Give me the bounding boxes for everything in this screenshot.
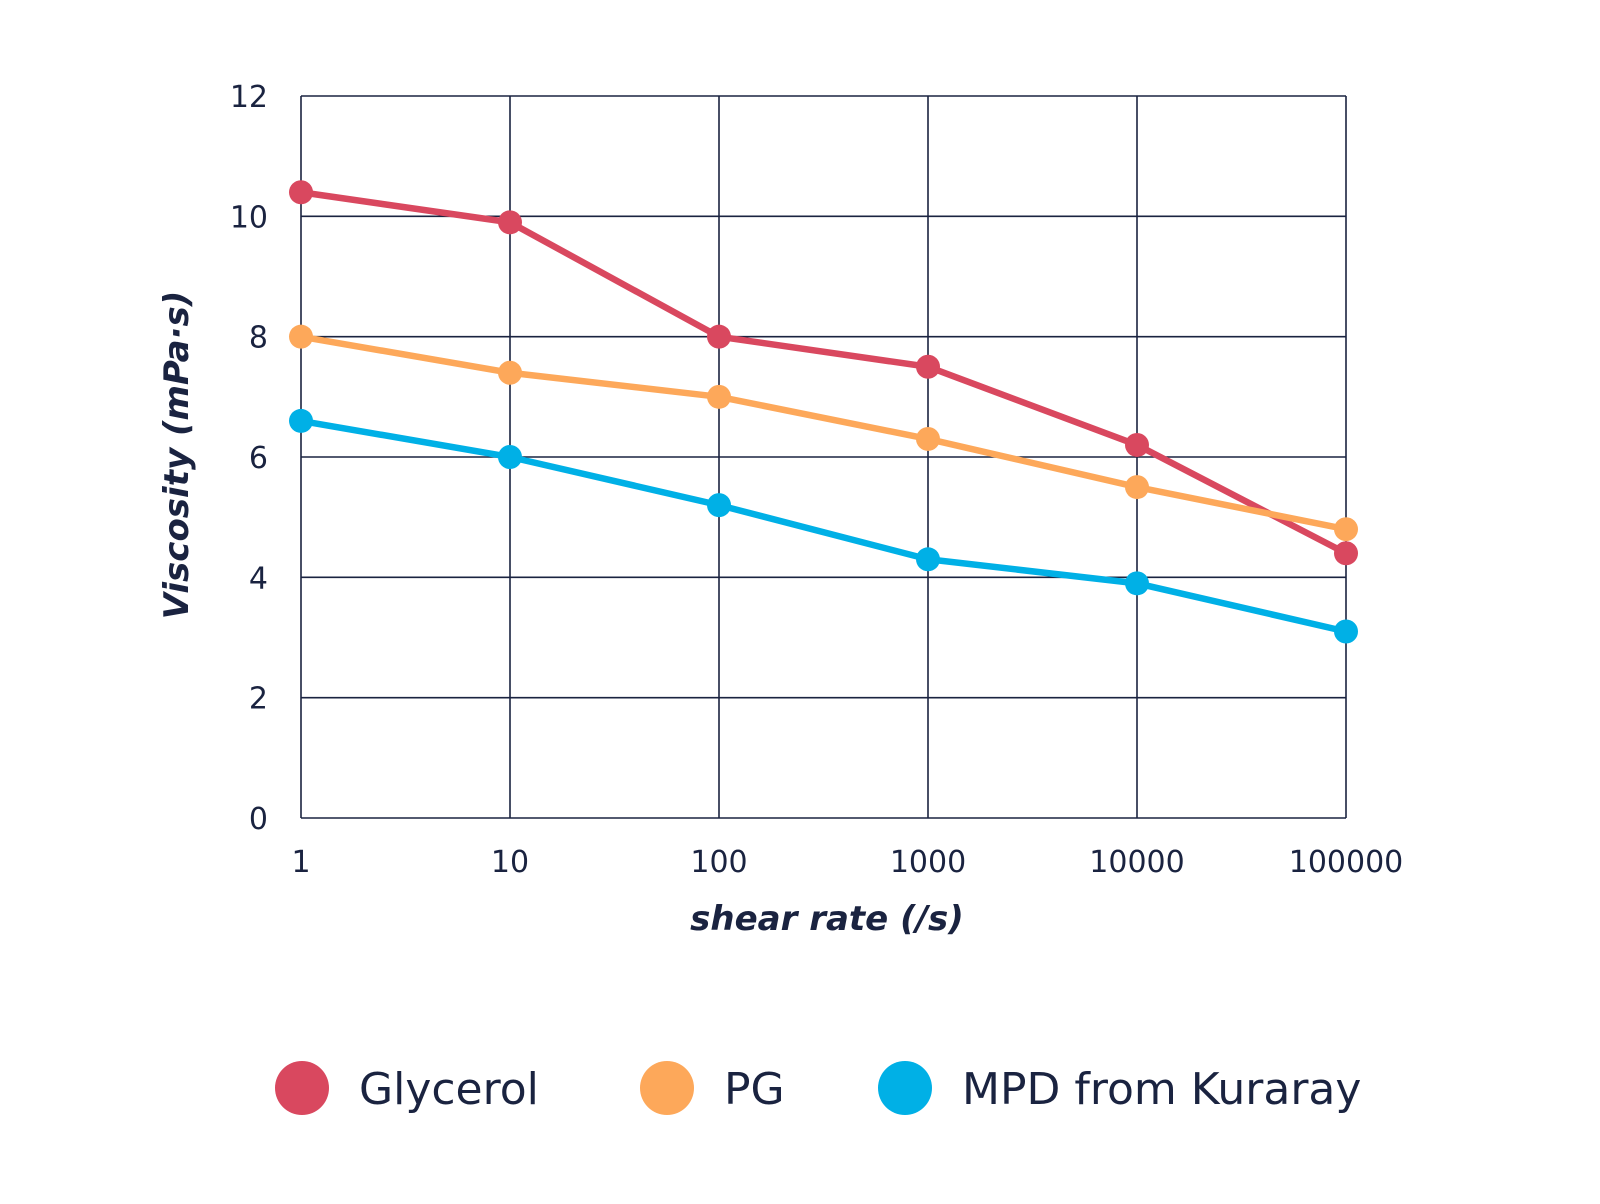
legend: Glycerol PG MPD from Kuraray	[275, 1061, 1361, 1115]
data-point	[916, 547, 940, 572]
data-point	[289, 324, 313, 349]
grid	[300, 95, 1347, 819]
data-point	[498, 360, 522, 385]
y-tick-label: 0	[249, 802, 268, 837]
x-tick-label: 10000	[1089, 845, 1184, 880]
y-axis-ticks: 0 2 4 6 8 10 12	[230, 80, 268, 837]
data-point	[1125, 571, 1149, 596]
y-axis-title: Viscosity (mPa·s)	[157, 291, 197, 620]
legend-swatch	[275, 1061, 329, 1115]
data-point	[289, 180, 313, 205]
x-axis-ticks: 1 10 100 1000 10000 100000	[291, 845, 1403, 880]
y-tick-label: 4	[249, 561, 268, 596]
y-tick-label: 10	[230, 200, 268, 235]
x-tick-label: 1000	[890, 845, 966, 880]
legend-swatch	[878, 1061, 932, 1115]
data-point	[289, 408, 313, 433]
data-point	[707, 384, 731, 409]
data-point	[1334, 619, 1358, 644]
y-tick-label: 12	[230, 80, 268, 115]
series-mpd-from-kuraray	[289, 408, 1358, 644]
series-pg	[289, 324, 1358, 542]
data-point	[1334, 517, 1358, 542]
series	[289, 180, 1358, 644]
y-tick-label: 2	[249, 682, 268, 717]
y-tick-label: 8	[249, 321, 268, 356]
y-tick-label: 6	[249, 441, 268, 476]
data-point	[1334, 541, 1358, 566]
legend-label: PG	[724, 1064, 785, 1115]
data-point	[916, 426, 940, 451]
series-line	[297, 417, 1350, 635]
legend-item: MPD from Kuraray	[878, 1061, 1361, 1115]
data-point	[498, 445, 522, 469]
x-tick-label: 10	[491, 845, 529, 880]
data-point	[707, 493, 731, 518]
legend-label: Glycerol	[359, 1064, 539, 1115]
legend-swatch	[640, 1061, 694, 1115]
x-tick-label: 1	[291, 845, 310, 880]
legend-item: Glycerol	[275, 1061, 539, 1115]
series-glycerol	[289, 180, 1358, 566]
series-line	[297, 189, 1350, 557]
data-point	[498, 210, 522, 235]
x-tick-label: 100000	[1289, 845, 1404, 880]
data-point	[1125, 475, 1149, 500]
data-point	[916, 354, 940, 379]
x-axis-title: shear rate (/s)	[690, 899, 964, 939]
data-point	[1125, 432, 1149, 457]
legend-item: PG	[640, 1061, 785, 1115]
data-point	[707, 324, 731, 349]
series-line	[297, 333, 1350, 533]
legend-label: MPD from Kuraray	[962, 1064, 1361, 1115]
x-tick-label: 100	[690, 845, 747, 880]
